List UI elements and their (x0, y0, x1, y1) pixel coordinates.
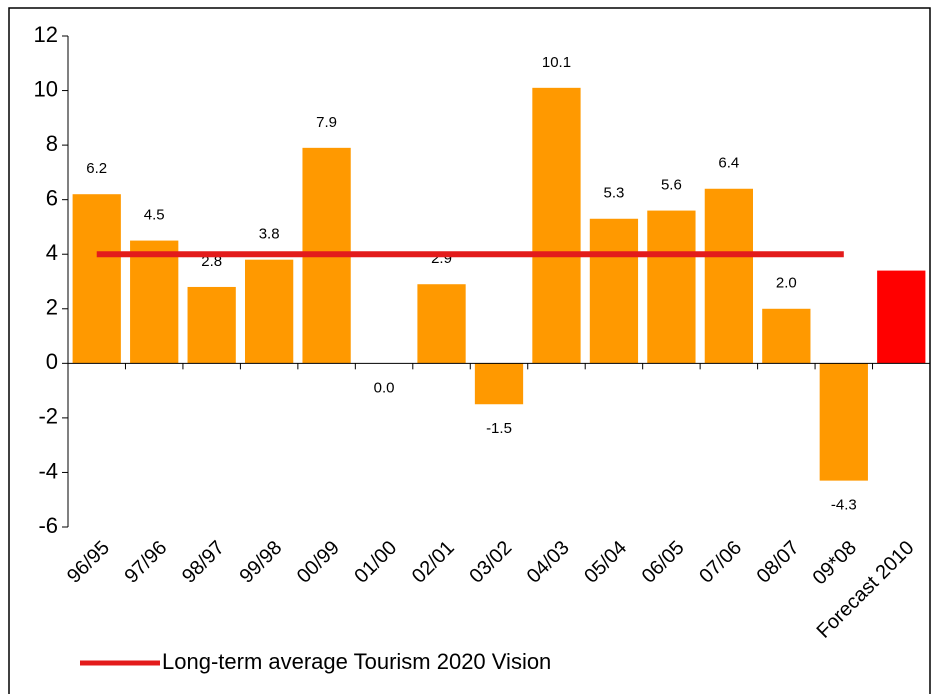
x-tick-label: 09*08 (809, 537, 862, 590)
x-tick-label: 04/03 (523, 537, 574, 588)
bar (187, 286, 236, 364)
bar (244, 259, 294, 364)
bar (532, 87, 581, 364)
bar (762, 308, 811, 364)
y-tick-label: 12 (34, 22, 58, 47)
bar (72, 194, 121, 364)
bar (417, 284, 466, 364)
value-label: 0.0 (374, 379, 395, 396)
bar (130, 240, 179, 364)
bar (819, 363, 868, 481)
bar (704, 188, 754, 364)
x-tick-label: 00/99 (293, 537, 344, 588)
value-label: 5.6 (661, 177, 682, 194)
value-label: 10.1 (542, 54, 571, 71)
bar (589, 218, 639, 364)
y-tick-label: 8 (46, 131, 58, 156)
legend-label: Long-term average Tourism 2020 Vision (162, 649, 551, 674)
x-tick-label: 01/00 (350, 537, 401, 588)
bar (474, 363, 524, 405)
bar (647, 210, 696, 364)
x-tick-label: 03/02 (465, 537, 516, 588)
y-tick-label: 2 (46, 295, 58, 320)
x-tick-label: 05/04 (580, 537, 631, 588)
y-tick-label: 4 (46, 240, 58, 265)
value-label: 3.8 (259, 226, 280, 243)
frame (8, 7, 931, 694)
value-label: 5.3 (604, 185, 625, 202)
x-tick-label: 02/01 (408, 537, 459, 588)
value-label: -1.5 (486, 420, 512, 437)
x-tick-label: 97/96 (121, 537, 172, 588)
y-tick-label: 6 (46, 185, 58, 210)
x-tick-label: 06/05 (638, 537, 689, 588)
x-tick-label: 99/98 (235, 537, 286, 588)
bar (877, 270, 926, 364)
value-label: 4.5 (144, 207, 165, 224)
y-tick-label: 10 (34, 76, 58, 101)
x-tick-label: 96/95 (63, 537, 114, 588)
value-label: 2.0 (776, 275, 797, 292)
x-tick-label: 98/97 (178, 537, 229, 588)
y-tick-label: 0 (46, 349, 58, 374)
x-tick-label: 07/06 (695, 537, 746, 588)
value-label: 7.9 (316, 114, 337, 131)
value-label: 6.2 (86, 160, 107, 177)
y-tick-label: -2 (38, 404, 58, 429)
y-tick-label: -4 (38, 458, 58, 483)
value-label: 6.4 (718, 155, 739, 172)
y-tick-label: -6 (38, 513, 58, 538)
x-tick-label: 08/07 (753, 537, 804, 588)
value-label: -4.3 (831, 497, 857, 514)
